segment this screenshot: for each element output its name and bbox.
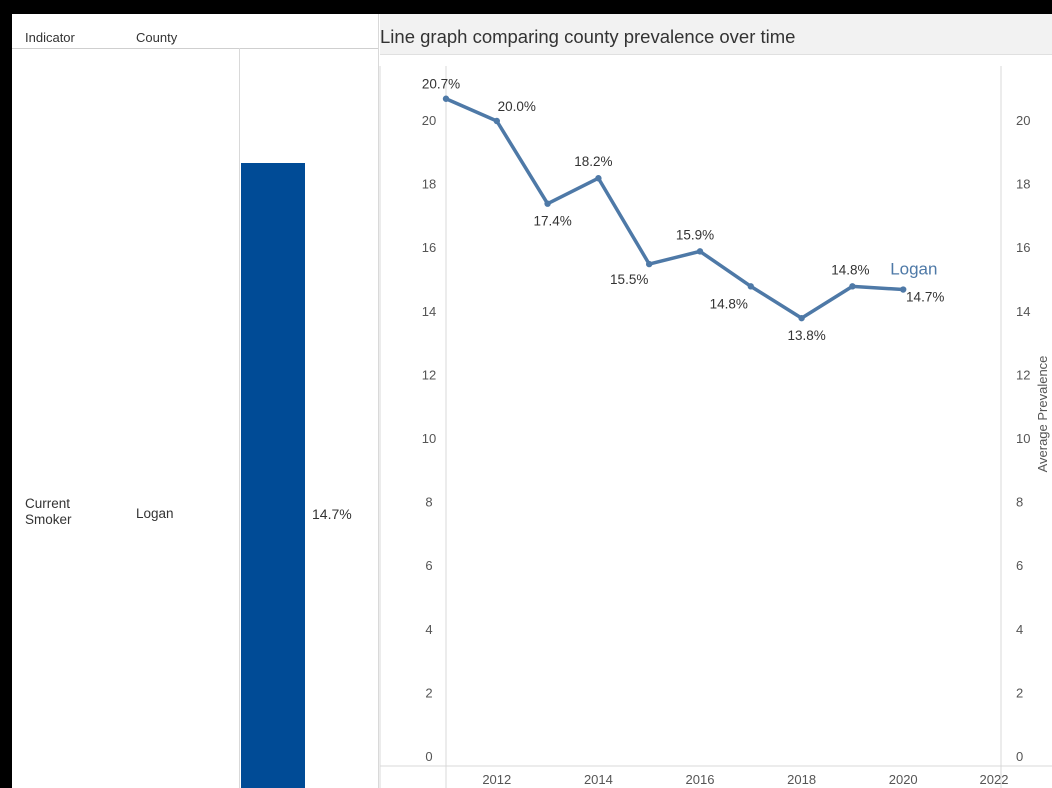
data-point (544, 200, 551, 207)
y-tick-label-left: 14 (422, 304, 436, 319)
county-cell: Logan (136, 506, 174, 521)
data-label: 14.7% (906, 290, 944, 305)
data-label: 15.9% (676, 227, 714, 242)
data-label: 14.8% (710, 296, 748, 311)
data-point (798, 314, 805, 322)
y-tick-label-left: 16 (422, 240, 436, 255)
y-tick-label-left: 2 (425, 685, 432, 700)
indicator-table: Indicator County Current Smoker Logan 14… (12, 14, 379, 788)
chart-title-bar: Line graph comparing county prevalence o… (380, 14, 1052, 55)
x-tick-label: 2016 (686, 772, 715, 787)
y-tick-label-right: 4 (1016, 622, 1023, 637)
data-point (442, 95, 450, 102)
y-tick-label-right: 20 (1016, 113, 1030, 128)
data-point (646, 260, 653, 268)
prevalence-bar-label: 14.7% (312, 506, 352, 522)
prevalence-bar[interactable] (241, 163, 305, 788)
chart-title: Line graph comparing county prevalence o… (380, 26, 796, 47)
y-tick-label-left: 20 (422, 113, 436, 128)
data-label: 20.0% (498, 99, 536, 114)
data-label: 15.5% (610, 272, 648, 287)
column-divider (239, 48, 240, 788)
y-tick-label-left: 8 (425, 495, 432, 510)
y-tick-label-left: 12 (422, 367, 436, 382)
x-tick-label: 2020 (889, 772, 918, 787)
series-line-logan (445, 97, 904, 320)
x-tick-label: 2018 (787, 772, 816, 787)
data-point (747, 283, 754, 290)
y-tick-label-right: 18 (1016, 177, 1030, 192)
data-point (595, 175, 602, 182)
y-tick-label-left: 6 (425, 558, 432, 573)
y-tick-label-right: 2 (1016, 685, 1023, 700)
y-tick-label-right: 0 (1016, 749, 1023, 764)
indicator-column-header[interactable]: Indicator (25, 30, 75, 45)
x-tick-label: 2014 (584, 772, 613, 787)
data-point (493, 117, 500, 125)
data-label: 14.8% (831, 262, 869, 277)
county-column-header[interactable]: County (136, 30, 178, 45)
y-tick-label-left: 18 (422, 177, 436, 192)
y-axis-title: Average Prevalence (1035, 356, 1050, 473)
y-tick-label-right: 8 (1016, 495, 1023, 510)
y-tick-label-right: 14 (1016, 304, 1030, 319)
data-label: 20.7% (422, 77, 460, 92)
y-tick-label-right: 16 (1016, 240, 1030, 255)
dashboard-frame: Indicator County Current Smoker Logan 14… (12, 14, 1052, 788)
y-tick-label-left: 10 (422, 431, 436, 446)
y-tick-label-left: 4 (425, 622, 432, 637)
y-tick-label-right: 6 (1016, 558, 1023, 573)
x-tick-label: 2012 (482, 772, 511, 787)
data-point (900, 286, 907, 293)
y-tick-label-right: 10 (1016, 431, 1030, 446)
data-label: 13.8% (787, 328, 825, 343)
data-label: 17.4% (533, 214, 571, 229)
data-label: 18.2% (574, 154, 612, 169)
indicator-cell: Current Smoker (25, 496, 72, 527)
data-point (849, 283, 856, 290)
x-tick-label: 2022 (980, 772, 1009, 787)
y-tick-label-right: 12 (1016, 367, 1030, 382)
table-header: Indicator County (12, 14, 378, 49)
series-label-logan: Logan (890, 260, 937, 279)
y-tick-label-left: 0 (425, 749, 432, 764)
data-point (696, 248, 704, 255)
